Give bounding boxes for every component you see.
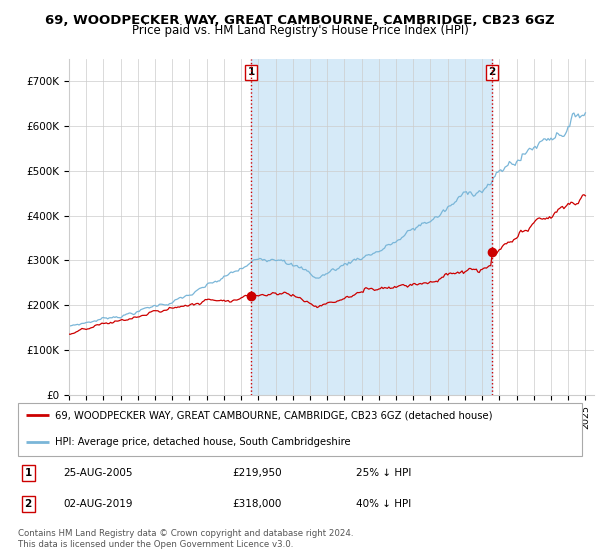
Text: 69, WOODPECKER WAY, GREAT CAMBOURNE, CAMBRIDGE, CB23 6GZ (detached house): 69, WOODPECKER WAY, GREAT CAMBOURNE, CAM… xyxy=(55,410,492,421)
Text: 25% ↓ HPI: 25% ↓ HPI xyxy=(356,468,412,478)
Text: 40% ↓ HPI: 40% ↓ HPI xyxy=(356,500,412,509)
Text: 2: 2 xyxy=(488,67,496,77)
Text: 1: 1 xyxy=(248,67,255,77)
FancyBboxPatch shape xyxy=(18,403,582,456)
Text: £318,000: £318,000 xyxy=(232,500,281,509)
Bar xyxy=(251,59,492,395)
Text: Contains HM Land Registry data © Crown copyright and database right 2024.
This d: Contains HM Land Registry data © Crown c… xyxy=(18,529,353,549)
Text: 2: 2 xyxy=(25,500,32,509)
Text: 02-AUG-2019: 02-AUG-2019 xyxy=(63,500,133,509)
Text: 69, WOODPECKER WAY, GREAT CAMBOURNE, CAMBRIDGE, CB23 6GZ: 69, WOODPECKER WAY, GREAT CAMBOURNE, CAM… xyxy=(45,14,555,27)
Text: 25-AUG-2005: 25-AUG-2005 xyxy=(63,468,133,478)
Text: £219,950: £219,950 xyxy=(232,468,282,478)
Text: 1: 1 xyxy=(25,468,32,478)
Text: Price paid vs. HM Land Registry's House Price Index (HPI): Price paid vs. HM Land Registry's House … xyxy=(131,24,469,37)
Text: HPI: Average price, detached house, South Cambridgeshire: HPI: Average price, detached house, Sout… xyxy=(55,436,350,446)
